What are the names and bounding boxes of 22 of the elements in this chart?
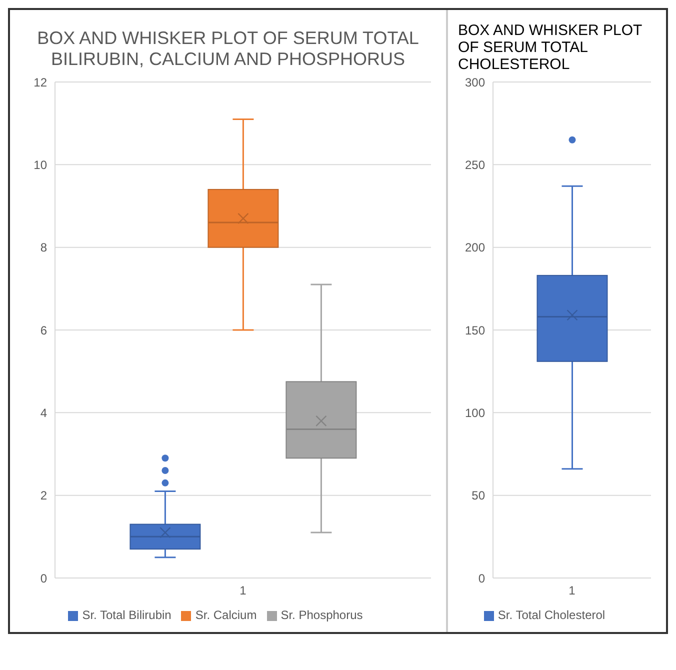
y-tick-label: 10 (34, 158, 48, 172)
y-tick-label: 0 (478, 571, 486, 586)
y-tick-label: 0 (40, 571, 48, 586)
chart-title: BOX AND WHISKER PLOT OF SERUM TOTAL BILIRUBIN, CALCIUM AND PHOSPHORUS (36, 27, 420, 71)
y-tick-label: 250 (464, 158, 486, 172)
y-tick-label: 6 (40, 323, 48, 338)
legend-label: Sr. Phosphorus (280, 608, 363, 622)
y-tick-label: 2 (40, 488, 48, 503)
y-tick-label: 300 (464, 75, 486, 90)
y-tick-label: 150 (464, 323, 486, 338)
legend-label: Sr. Total Cholesterol (498, 608, 606, 622)
y-tick-label: 8 (40, 240, 48, 255)
y-tick-label: 12 (34, 75, 48, 90)
x-tick-label: 1 (240, 584, 247, 598)
y-tick-label: 50 (472, 488, 486, 503)
x-tick-label: 1 (568, 584, 576, 598)
chart-title: BOX AND WHISKER PLOT OF SERUM TOTAL CHOLESTEROL (457, 21, 643, 73)
legend-label: Sr. Total Bilirubin (82, 608, 172, 622)
y-tick-label: 200 (464, 240, 486, 255)
y-tick-label: 4 (40, 406, 48, 420)
y-tick-label: 100 (464, 406, 486, 420)
legend-label: Sr. Calcium (195, 608, 257, 622)
